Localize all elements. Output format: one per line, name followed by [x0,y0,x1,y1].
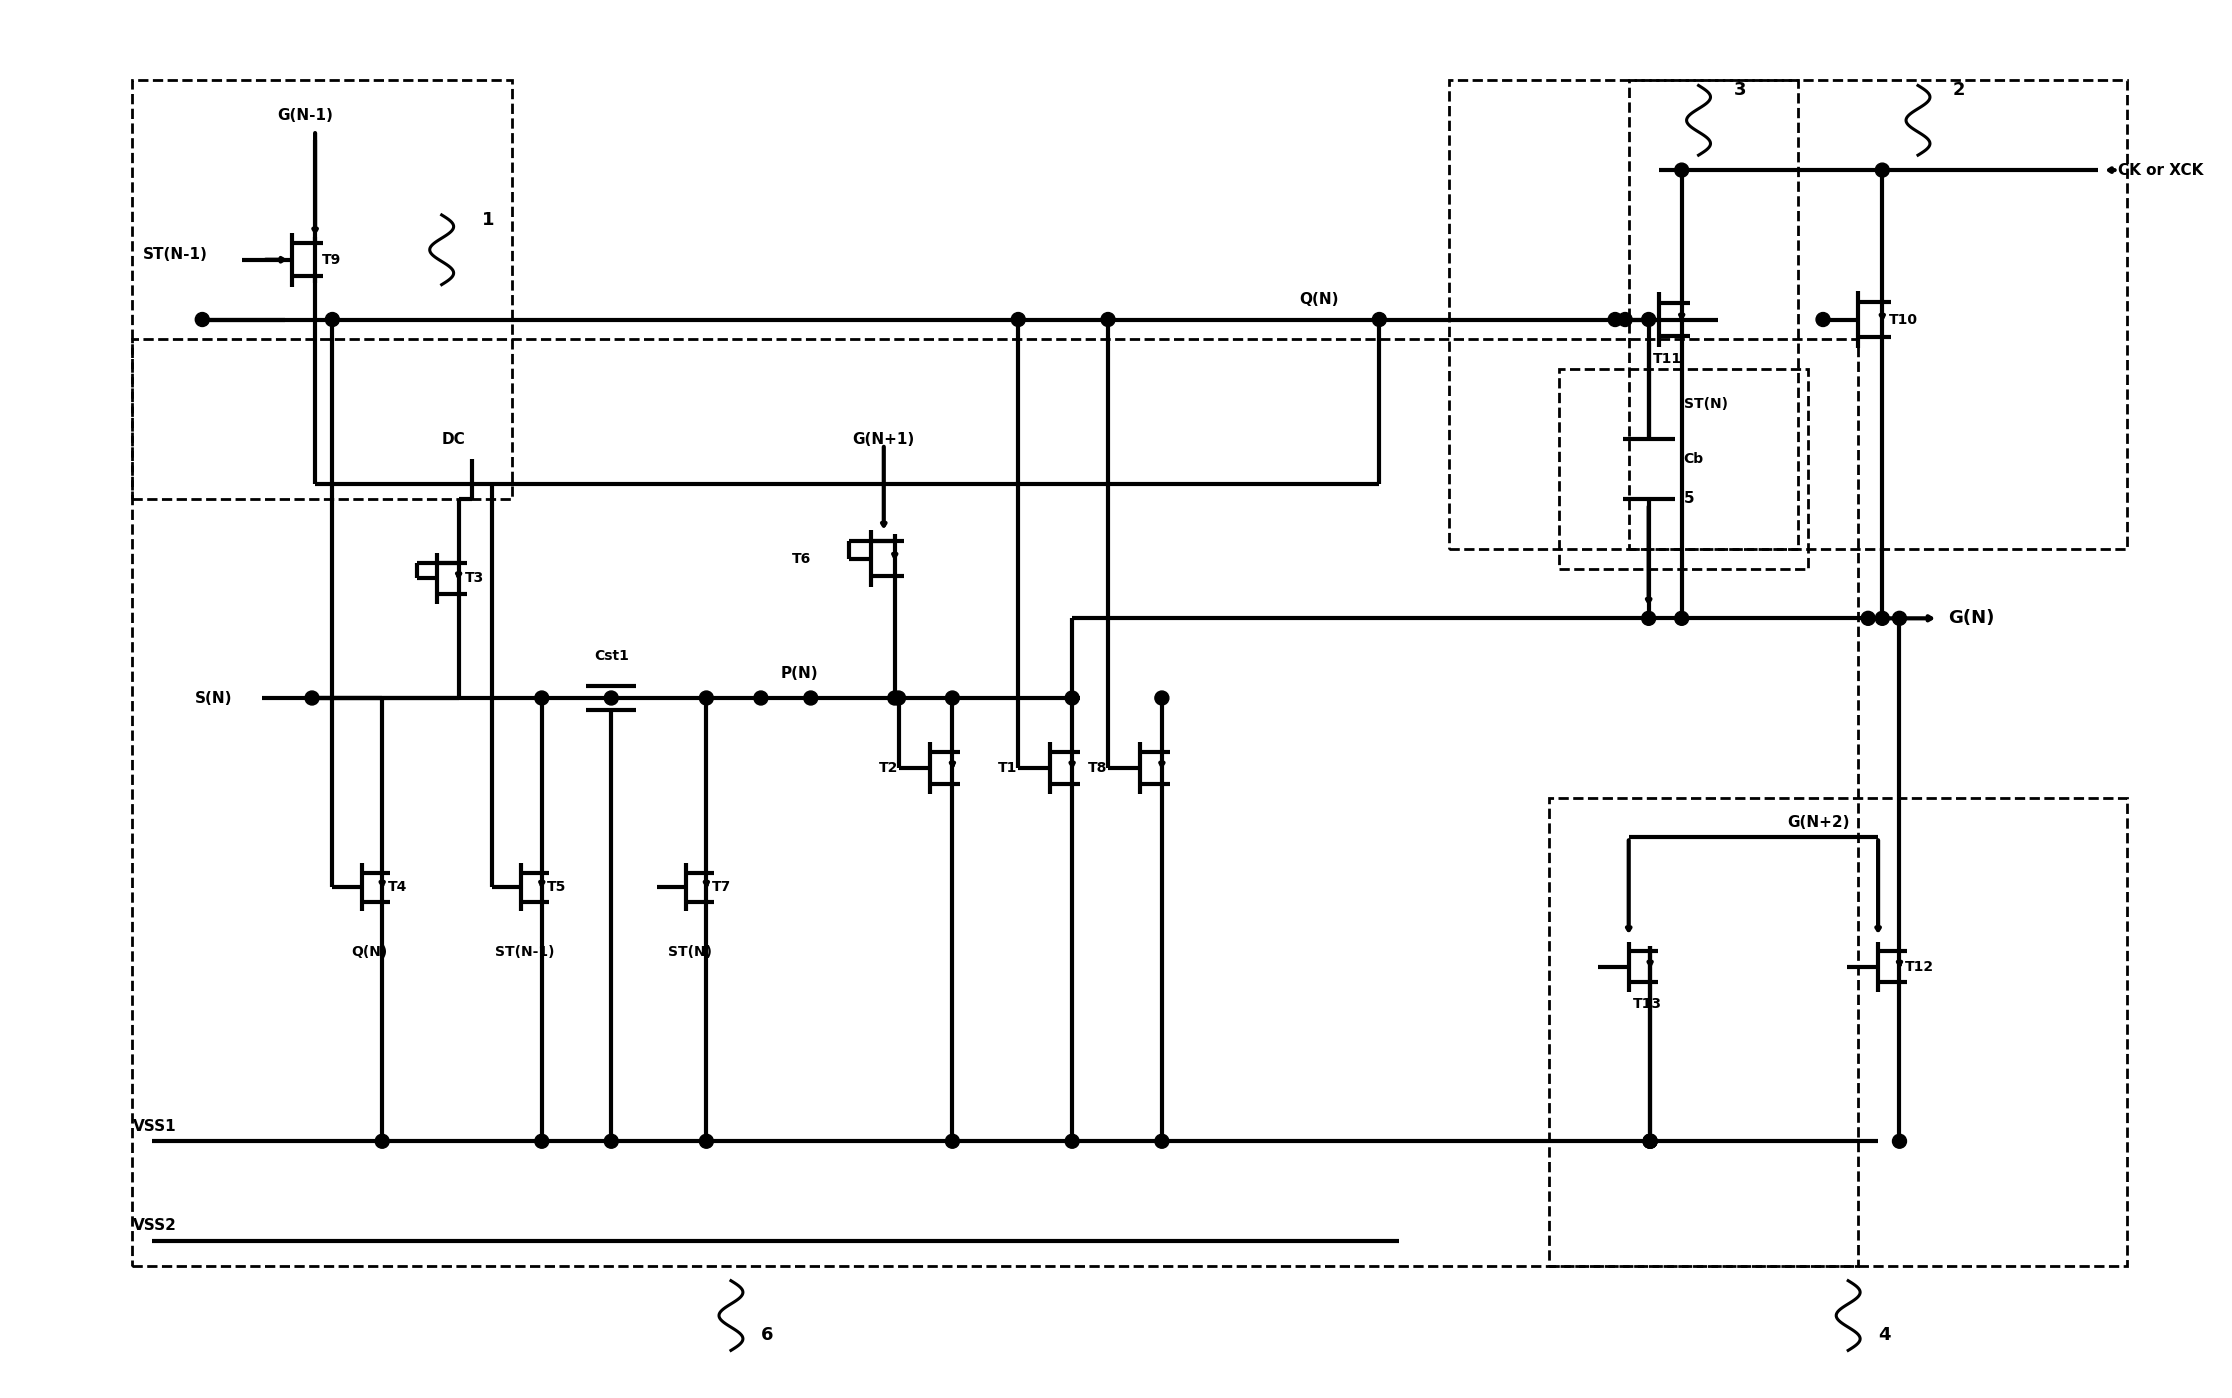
Text: G(N+1): G(N+1) [853,432,915,446]
Text: ST(N): ST(N) [1683,397,1728,411]
Circle shape [946,691,960,705]
Bar [132,81,511,499]
Text: T12: T12 [1906,960,1935,974]
Circle shape [754,691,768,705]
Text: G(N+2): G(N+2) [1788,815,1850,830]
Text: 2: 2 [1953,81,1966,99]
Text: T7: T7 [712,881,732,895]
Circle shape [699,691,714,705]
Circle shape [888,691,902,705]
Text: T5: T5 [547,881,567,895]
Text: 1: 1 [482,211,493,229]
Circle shape [1065,691,1078,705]
Text: T8: T8 [1087,761,1107,774]
Circle shape [1373,313,1386,327]
Circle shape [804,691,817,705]
Bar [1558,369,1808,569]
Text: G(N): G(N) [1949,610,1995,628]
Circle shape [1643,1134,1656,1148]
Circle shape [1875,611,1888,625]
Text: T2: T2 [879,761,897,774]
Circle shape [1011,313,1024,327]
Text: Cst1: Cst1 [594,649,629,663]
Text: Q(N): Q(N) [1299,292,1339,308]
Text: T11: T11 [1652,352,1681,366]
Circle shape [1100,313,1116,327]
Text: T10: T10 [1888,313,1917,327]
Text: 6: 6 [761,1327,772,1345]
Circle shape [605,1134,618,1148]
Circle shape [946,1134,960,1148]
Text: T13: T13 [1632,997,1661,1011]
Circle shape [1643,1134,1656,1148]
Text: T4: T4 [388,881,406,895]
Circle shape [536,1134,549,1148]
Circle shape [605,691,618,705]
Text: 3: 3 [1734,81,1745,99]
Circle shape [1893,1134,1906,1148]
Circle shape [1154,1134,1170,1148]
Circle shape [1609,313,1623,327]
Circle shape [306,691,319,705]
Circle shape [1618,313,1632,327]
Text: Cb: Cb [1683,452,1703,466]
Circle shape [1893,611,1906,625]
Circle shape [1643,611,1656,625]
Text: T3: T3 [464,572,484,586]
Circle shape [1817,313,1830,327]
Circle shape [1154,691,1170,705]
Circle shape [1643,313,1656,327]
Circle shape [194,313,210,327]
Text: T9: T9 [321,253,341,267]
Circle shape [1065,1134,1078,1148]
Circle shape [1643,1134,1656,1148]
Circle shape [1875,164,1888,178]
Bar [132,340,1859,1265]
Text: VSS1: VSS1 [132,1118,176,1134]
Text: P(N): P(N) [781,665,819,681]
Bar [1629,81,2127,548]
Text: T6: T6 [792,552,810,566]
Text: VSS2: VSS2 [132,1219,176,1233]
Text: G(N-1): G(N-1) [277,108,333,123]
Bar [1449,81,1799,548]
Text: DC: DC [442,432,466,446]
Text: 5: 5 [1683,491,1694,506]
Text: ST(N-1): ST(N-1) [496,945,556,959]
Circle shape [326,313,339,327]
Text: ST(N-1): ST(N-1) [143,247,208,263]
Circle shape [1674,164,1690,178]
Text: ST(N): ST(N) [667,945,712,959]
Bar [1549,798,2127,1265]
Circle shape [1674,611,1690,625]
Text: Q(N): Q(N) [350,945,388,959]
Circle shape [1861,611,1875,625]
Text: S(N): S(N) [194,691,232,706]
Text: CK or XCK: CK or XCK [2118,162,2203,178]
Circle shape [891,691,906,705]
Circle shape [375,1134,388,1148]
Circle shape [536,691,549,705]
Text: 4: 4 [1877,1327,1891,1345]
Circle shape [699,1134,714,1148]
Text: T1: T1 [998,761,1018,774]
